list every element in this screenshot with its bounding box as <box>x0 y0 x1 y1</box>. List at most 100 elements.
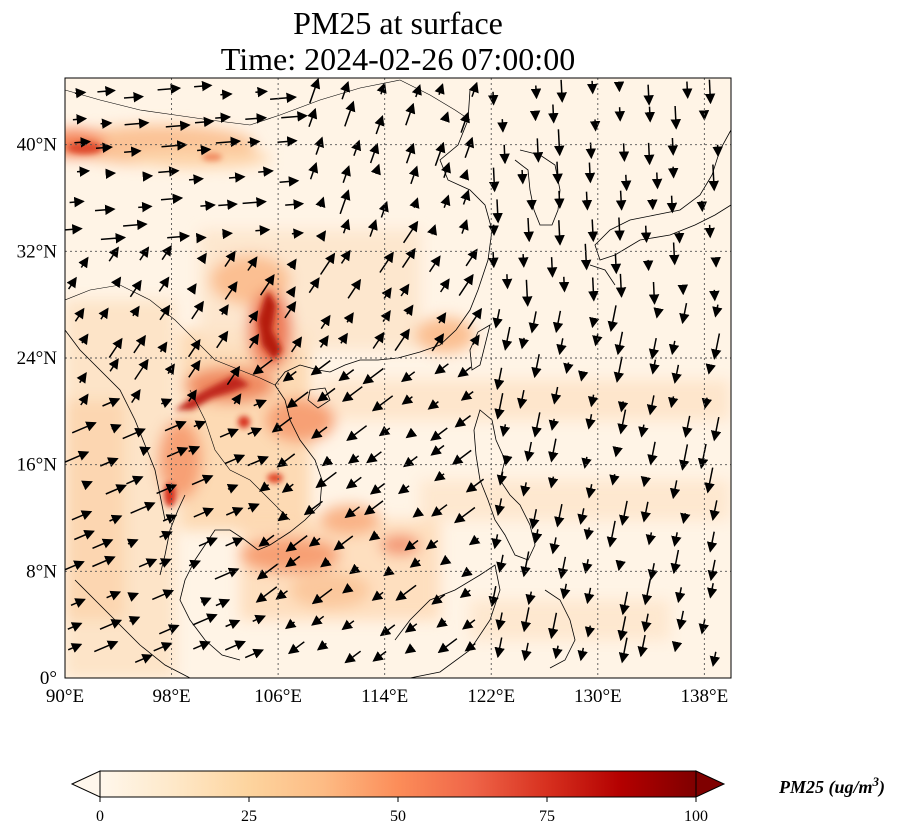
wind-arrow <box>97 86 116 97</box>
wind-arrow <box>454 414 471 428</box>
wind-arrow <box>74 87 87 99</box>
wind-arrow <box>402 220 419 244</box>
wind-arrow <box>126 538 139 549</box>
wind-arrow <box>255 86 268 98</box>
wind-arrow <box>518 337 530 350</box>
wind-arrow <box>222 228 233 240</box>
wind-arrow <box>78 256 89 269</box>
wind-arrow <box>618 637 630 664</box>
wind-arrow <box>343 312 354 324</box>
wind-arrow <box>320 314 331 330</box>
wind-arrow <box>71 421 97 434</box>
wind-arrow <box>193 420 207 431</box>
wind-arrow <box>696 200 708 213</box>
wind-arrow <box>279 176 300 187</box>
wind-arrow <box>351 139 362 157</box>
wind-arrow <box>558 276 570 293</box>
wind-arrow <box>710 416 722 442</box>
wind-arrow <box>587 80 598 95</box>
wind-arrow <box>158 166 180 177</box>
wind-arrow <box>344 650 362 664</box>
wind-arrow <box>372 650 387 662</box>
wind-arrow <box>492 199 503 224</box>
wind-arrow <box>108 337 123 359</box>
wind-arrow <box>436 617 448 628</box>
wind-arrow <box>379 624 396 637</box>
wind-arrow <box>468 81 479 97</box>
colorbar-gradient <box>99 770 697 798</box>
wind-arrow <box>708 164 719 192</box>
wind-vectors <box>65 78 723 667</box>
wind-arrow <box>584 587 595 605</box>
wind-arrow <box>94 204 116 216</box>
wind-arrow <box>371 395 394 412</box>
wind-arrow <box>556 338 567 356</box>
wind-arrow <box>584 162 596 184</box>
wind-arrow <box>123 219 148 231</box>
wind-arrow <box>401 371 416 383</box>
wind-arrow <box>670 549 681 575</box>
wind-arrow <box>311 588 333 605</box>
wind-arrow <box>469 334 480 347</box>
wind-arrow <box>129 279 142 298</box>
wind-arrow <box>494 367 505 391</box>
wind-arrow <box>671 532 682 547</box>
wind-arrow <box>549 537 560 555</box>
wind-arrow <box>404 643 417 654</box>
wind-arrow <box>242 197 267 208</box>
wind-arrow <box>320 556 332 568</box>
wind-arrow <box>496 471 508 486</box>
wind-arrow <box>258 166 274 177</box>
wind-arrow <box>315 196 326 209</box>
wind-arrow <box>488 251 499 269</box>
wind-arrow <box>487 91 499 106</box>
wind-arrow <box>431 593 446 605</box>
wind-arrow <box>667 166 679 179</box>
wind-arrow <box>404 539 419 551</box>
wind-arrow <box>520 482 531 497</box>
wind-arrow <box>669 480 681 500</box>
wind-arrow <box>552 161 563 185</box>
map-frame <box>64 77 732 679</box>
wind-arrow <box>648 281 660 305</box>
wind-arrow <box>460 390 474 401</box>
wind-arrow <box>641 578 653 606</box>
wind-arrow <box>285 199 305 210</box>
lat-tick-label: 8°N <box>26 561 57 582</box>
wind-arrow <box>378 425 391 437</box>
wind-arrow <box>105 168 117 179</box>
wind-arrow <box>704 224 715 239</box>
wind-arrow <box>138 201 153 213</box>
wind-arrow <box>285 286 296 298</box>
wind-arrow <box>344 100 356 127</box>
wind-arrow <box>123 92 144 103</box>
wind-arrow <box>110 276 122 289</box>
wind-arrow <box>675 587 686 604</box>
wind-arrow <box>701 397 713 410</box>
wind-arrow <box>495 612 506 631</box>
wind-arrow <box>614 107 626 122</box>
wind-arrow <box>523 217 534 243</box>
wind-arrow <box>431 504 448 517</box>
wind-arrow <box>98 307 109 320</box>
wind-arrow <box>705 363 716 375</box>
wind-arrow <box>531 412 542 438</box>
wind-arrow <box>130 389 141 404</box>
wind-arrow <box>309 78 321 104</box>
wind-arrow <box>344 506 360 519</box>
wind-arrow <box>161 140 188 151</box>
wind-arrow <box>671 640 683 653</box>
wind-arrow <box>340 165 351 183</box>
wind-arrow <box>645 532 657 546</box>
wind-arrow <box>458 273 474 297</box>
lat-tick-label: 32°N <box>17 241 58 262</box>
map-title: PM25 at surface <box>293 5 503 41</box>
wind-arrow <box>668 396 679 409</box>
wind-arrow <box>341 619 355 631</box>
wind-arrow <box>281 111 308 122</box>
wind-arrow <box>524 441 535 462</box>
wind-arrow <box>187 338 201 358</box>
wind-arrow <box>92 538 114 549</box>
wind-arrow <box>617 409 628 435</box>
wind-arrow <box>434 83 445 95</box>
